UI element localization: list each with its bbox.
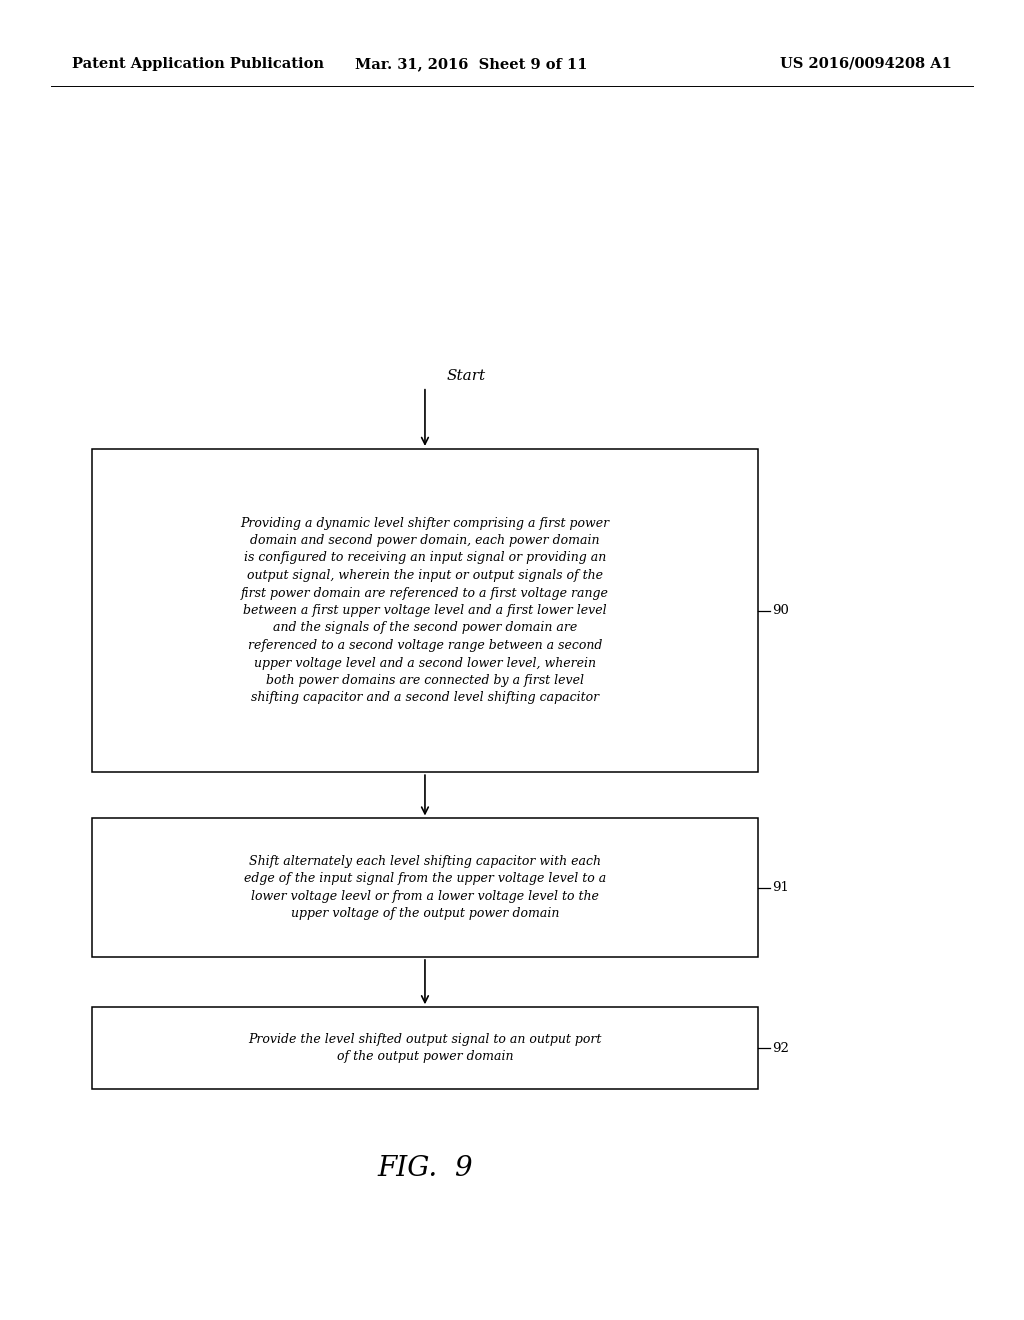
Text: Mar. 31, 2016  Sheet 9 of 11: Mar. 31, 2016 Sheet 9 of 11 (354, 57, 588, 71)
Bar (92, 818, 758, 957)
Text: Patent Application Publication: Patent Application Publication (72, 57, 324, 71)
Text: Provide the level shifted output signal to an output port
of the output power do: Provide the level shifted output signal … (248, 1032, 602, 1064)
Text: FIG.  9: FIG. 9 (377, 1155, 473, 1181)
Text: 92: 92 (772, 1041, 788, 1055)
Bar (92, 1007, 758, 1089)
Text: 90: 90 (772, 605, 788, 616)
Text: Providing a dynamic level shifter comprising a first power
domain and second pow: Providing a dynamic level shifter compri… (241, 516, 609, 705)
Text: 91: 91 (772, 882, 788, 894)
Text: Start: Start (446, 368, 485, 383)
Bar (92, 449, 758, 772)
Text: US 2016/0094208 A1: US 2016/0094208 A1 (780, 57, 952, 71)
Text: Shift alternately each level shifting capacitor with each
edge of the input sign: Shift alternately each level shifting ca… (244, 855, 606, 920)
